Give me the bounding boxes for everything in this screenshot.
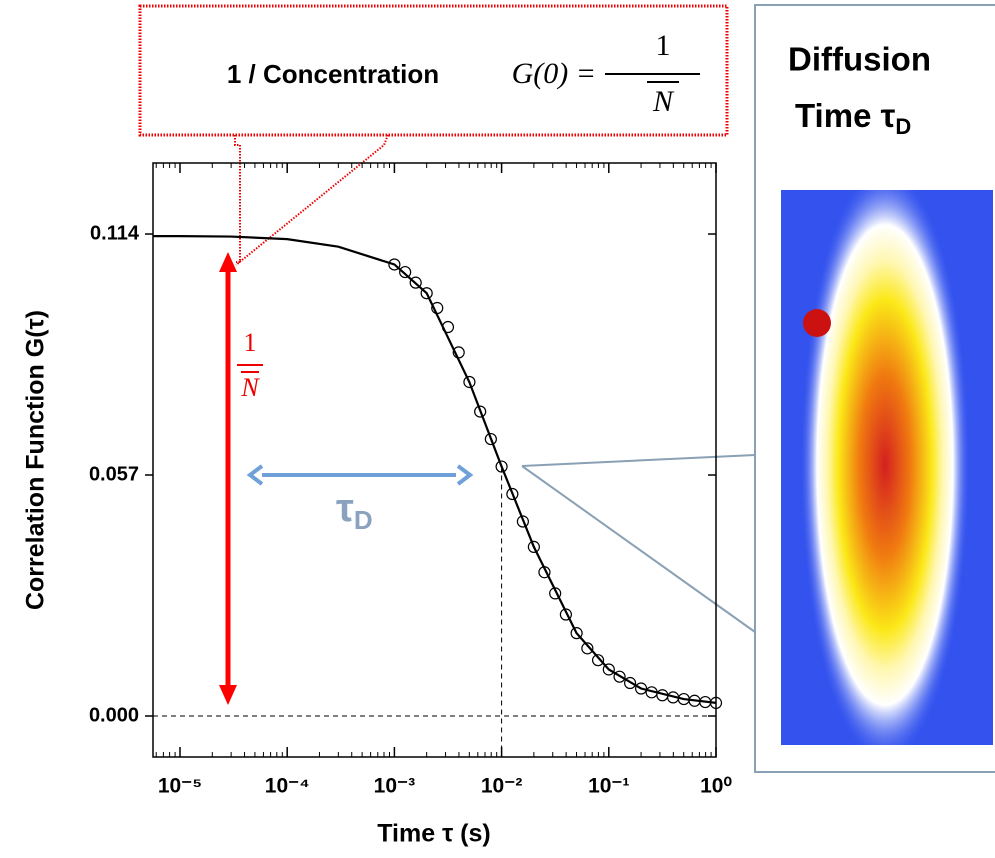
x-tick-label: 10⁻² <box>481 775 522 798</box>
x-tick-label: 10⁻⁴ <box>265 775 310 798</box>
callout-connector <box>235 134 389 266</box>
data-point <box>602 663 615 676</box>
y-tick-label: 0.114 <box>90 222 140 244</box>
callout-box-inner <box>142 8 725 133</box>
data-point <box>431 301 444 315</box>
inverse-n-numerator: 1 <box>244 328 257 357</box>
inverse-n-denominator: N <box>240 373 260 402</box>
x-tick-label: 10⁰ <box>700 775 732 798</box>
tau-subscript: D <box>354 505 373 535</box>
y-tick-label: 0.000 <box>89 704 139 726</box>
data-point <box>623 676 637 690</box>
data-point <box>559 608 573 621</box>
data-point <box>613 670 626 683</box>
plot-frame <box>152 162 717 758</box>
concentration-label: 1 / Concentration <box>227 59 439 89</box>
data-point <box>709 696 723 709</box>
panel-title: Diffusion <box>788 41 931 78</box>
data-point <box>474 405 487 418</box>
arrow-head <box>219 685 237 705</box>
data-point <box>452 346 465 359</box>
arrow-head <box>456 464 474 486</box>
molecule <box>803 309 831 337</box>
data-point <box>420 287 433 300</box>
y-tick-label: 0.057 <box>89 463 139 485</box>
panel-title-line: Time τ <box>795 97 896 134</box>
marks: 0.000 0.057 0.114 10⁻⁵ 10⁻⁴ 10⁻³ 10⁻² 10⁻¹ 10⁰ <box>89 163 732 798</box>
fit-line <box>153 235 717 704</box>
data-point <box>516 515 529 528</box>
tau-symbol: τ <box>336 486 354 530</box>
x-tick-label: 10⁻³ <box>374 775 415 798</box>
data-point <box>506 487 519 501</box>
zoom-line <box>521 454 756 467</box>
data-point <box>463 375 476 389</box>
data-point <box>409 276 422 289</box>
x-axis-title: Time τ (s) <box>377 820 491 848</box>
data-point <box>441 320 455 334</box>
tau-label: τD <box>336 486 373 535</box>
data-point <box>527 540 540 553</box>
data-point <box>549 587 562 600</box>
x-tick-label: 10⁻⁵ <box>158 775 202 798</box>
data-point <box>581 642 594 655</box>
arrow-head <box>219 252 237 272</box>
data-point <box>399 265 412 279</box>
formula-denominator: N <box>652 85 675 118</box>
zoom-line <box>521 465 756 633</box>
data-point <box>570 627 583 640</box>
focal-volume <box>781 190 993 745</box>
callout-box <box>138 4 729 137</box>
data-point <box>591 654 605 667</box>
data-point <box>388 258 401 271</box>
data-point <box>634 682 648 695</box>
x-tick-label: 10⁻¹ <box>588 775 629 798</box>
y-axis-title: Correlation Function G(τ) <box>22 310 50 610</box>
data-point <box>538 566 551 579</box>
panel-title: Time τD <box>795 97 911 139</box>
panel-title-subscript: D <box>895 114 911 139</box>
formula-lhs: G(0) = <box>512 57 596 90</box>
arrow-head <box>246 464 264 486</box>
formula-numerator: 1 <box>656 29 671 62</box>
data-point <box>495 460 508 473</box>
data-point <box>484 432 497 446</box>
panel-frame <box>754 4 995 773</box>
callout-connector <box>234 135 241 263</box>
